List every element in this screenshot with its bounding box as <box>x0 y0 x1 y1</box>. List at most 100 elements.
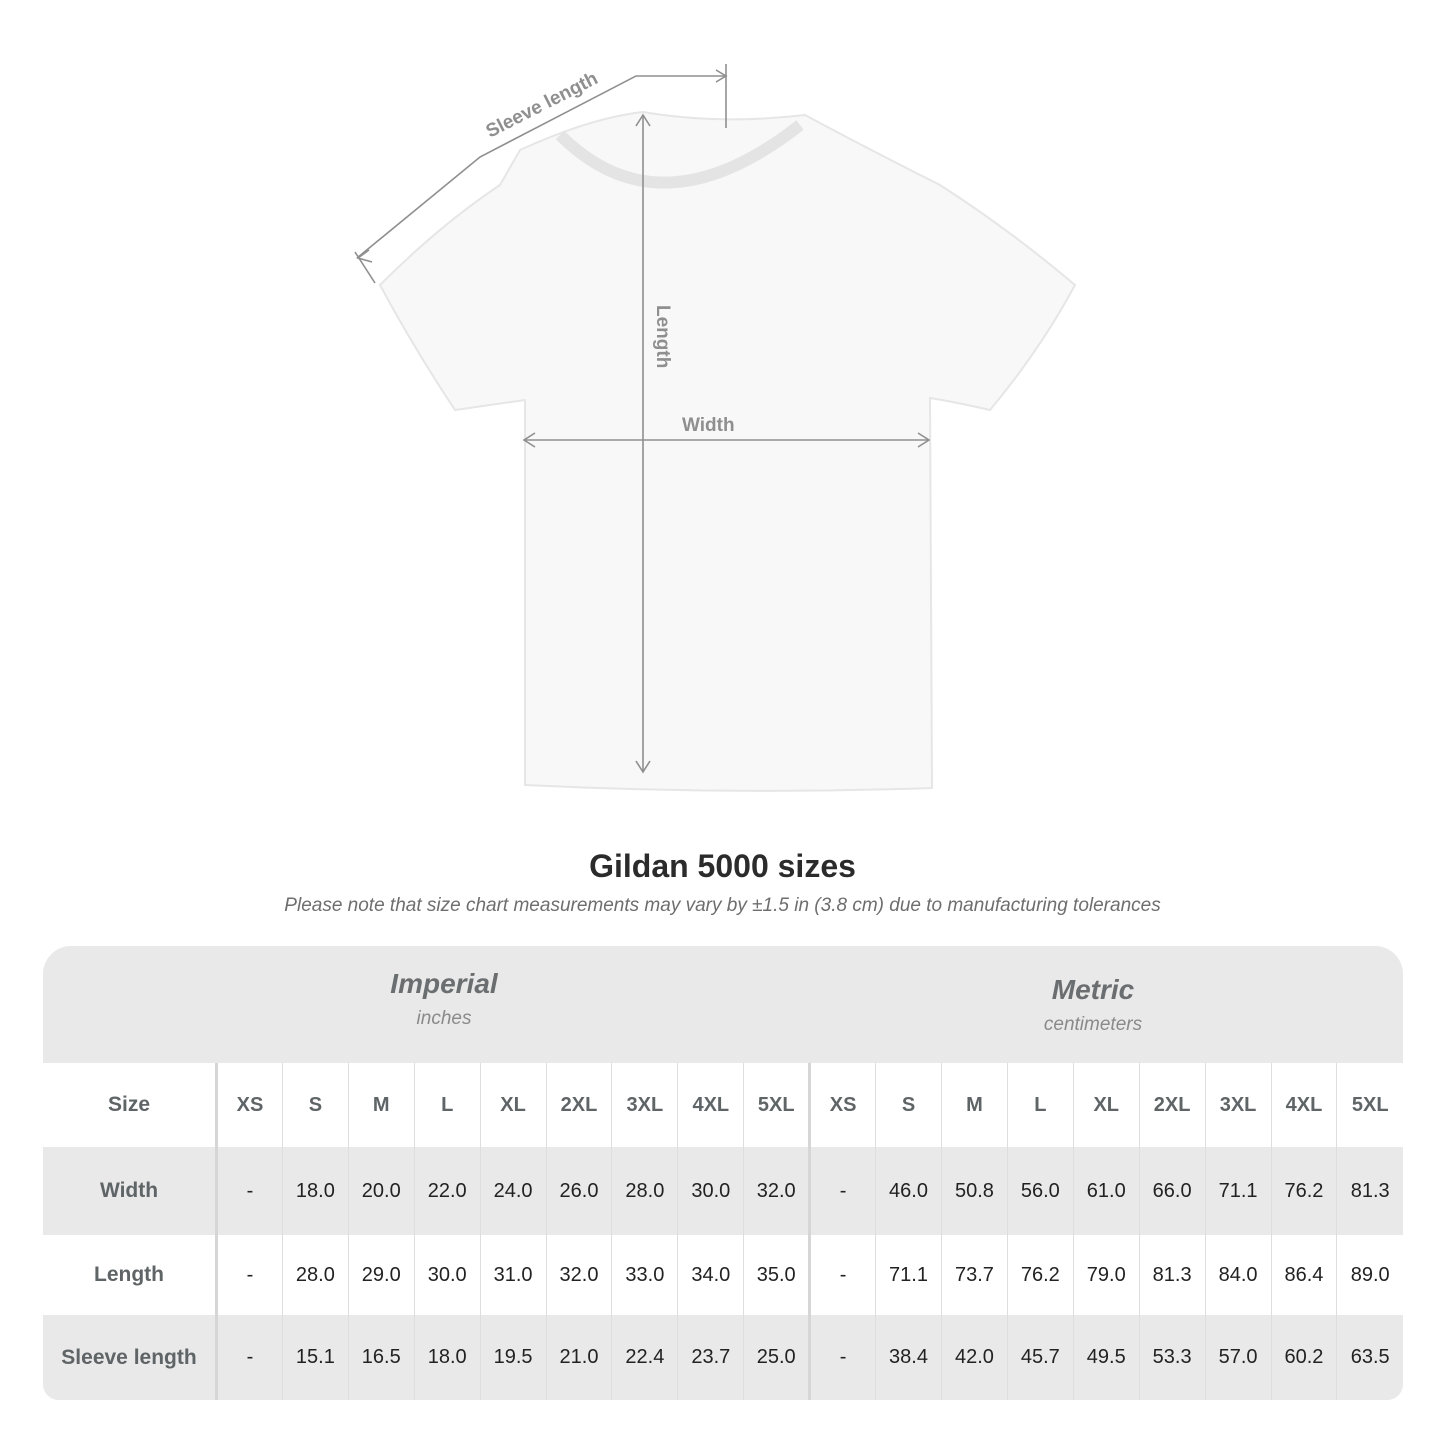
size-header-row: Size XS S M L XL 2XL 3XL 4XL 5XL XS S M L XL 2XL 3XL 4XL 5… <box>43 1063 1403 1147</box>
arrowhead-icon <box>635 760 651 774</box>
metric-cell: 57.0 <box>1204 1315 1271 1400</box>
arrowhead-icon <box>635 113 651 127</box>
imperial-cell: 20.0 <box>347 1147 415 1235</box>
collar <box>555 120 804 189</box>
metric-size-m: M <box>940 1063 1008 1147</box>
metric-cell: 73.7 <box>940 1235 1008 1315</box>
arrowhead-icon <box>917 432 931 448</box>
metric-header: Metric centimeters <box>833 974 1353 1036</box>
metric-cell: 81.3 <box>1138 1235 1206 1315</box>
metric-cell: 66.0 <box>1138 1147 1206 1235</box>
length-label: Length <box>652 305 673 368</box>
imperial-cell: 31.0 <box>479 1235 547 1315</box>
metric-cell: 53.3 <box>1138 1315 1206 1400</box>
imperial-header: Imperial inches <box>215 968 673 1030</box>
metric-cell: 56.0 <box>1006 1147 1074 1235</box>
imperial-size-l: L <box>413 1063 481 1147</box>
metric-cell: 81.3 <box>1336 1147 1403 1235</box>
size-table: Size XS S M L XL 2XL 3XL 4XL 5XL XS S M L XL 2XL 3XL 4XL 5… <box>43 1063 1403 1400</box>
imperial-size-s: S <box>281 1063 349 1147</box>
metric-unit: centimeters <box>1043 1014 1143 1035</box>
imperial-cell: 32.0 <box>545 1235 612 1315</box>
imperial-cell: 25.0 <box>743 1315 810 1400</box>
size-label: Size <box>43 1063 218 1147</box>
imperial-size-2xl: 2XL <box>545 1063 612 1147</box>
imperial-cell: 22.4 <box>611 1315 678 1400</box>
imperial-cell: 30.0 <box>677 1147 744 1235</box>
imperial-cell: - <box>216 1235 283 1315</box>
imperial-cell: 30.0 <box>413 1235 481 1315</box>
sleeve-measure-line <box>356 75 726 259</box>
imperial-cell: 18.0 <box>281 1147 349 1235</box>
imperial-cell: 35.0 <box>743 1235 810 1315</box>
arrowhead-icon <box>356 249 373 263</box>
imperial-title: Imperial <box>390 968 498 999</box>
tshirt-image <box>378 110 1077 792</box>
tshirt-diagram: Sleeve length Length Width <box>354 64 1077 792</box>
imperial-size-3xl: 3XL <box>611 1063 678 1147</box>
metric-size-xl: XL <box>1072 1063 1140 1147</box>
imperial-size-4xl: 4XL <box>677 1063 744 1147</box>
metric-cell: 50.8 <box>940 1147 1008 1235</box>
metric-cell: - <box>808 1147 876 1235</box>
metric-size-4xl: 4XL <box>1270 1063 1337 1147</box>
metric-size-3xl: 3XL <box>1204 1063 1271 1147</box>
imperial-cell: 18.0 <box>413 1315 481 1400</box>
imperial-cell: 28.0 <box>281 1235 349 1315</box>
metric-size-s: S <box>875 1063 942 1147</box>
metric-size-xs: XS <box>808 1063 876 1147</box>
sleeve-start-tick <box>354 251 376 284</box>
imperial-cell: 22.0 <box>413 1147 481 1235</box>
imperial-cell: 15.1 <box>281 1315 349 1400</box>
imperial-cell: - <box>216 1315 283 1400</box>
arrowhead-icon <box>715 69 728 83</box>
imperial-cell: 24.0 <box>479 1147 547 1235</box>
imperial-size-m: M <box>347 1063 415 1147</box>
imperial-cell: - <box>216 1147 283 1235</box>
table-row: Sleeve length -15.1 16.5 18.0 19.5 21.0 22.4 23… <box>43 1315 1403 1400</box>
metric-title: Metric <box>1051 974 1135 1005</box>
metric-cell: 89.0 <box>1336 1235 1403 1315</box>
metric-cell: 61.0 <box>1072 1147 1140 1235</box>
imperial-size-xs: XS <box>216 1063 283 1147</box>
imperial-size-5xl: 5XL <box>743 1063 810 1147</box>
metric-size-l: L <box>1006 1063 1074 1147</box>
imperial-cell: 29.0 <box>347 1235 415 1315</box>
metric-cell: 79.0 <box>1072 1235 1140 1315</box>
metric-cell: 76.2 <box>1006 1235 1074 1315</box>
tolerance-note: Please note that size chart measurements… <box>284 895 1161 916</box>
metric-cell: 76.2 <box>1270 1147 1337 1235</box>
metric-cell: 45.7 <box>1006 1315 1074 1400</box>
width-label: Width <box>682 415 735 436</box>
row-label: Width <box>43 1147 218 1235</box>
metric-cell: 38.4 <box>875 1315 942 1400</box>
metric-cell: 60.2 <box>1270 1315 1337 1400</box>
metric-cell: 84.0 <box>1204 1235 1271 1315</box>
metric-size-5xl: 5XL <box>1336 1063 1403 1147</box>
metric-cell: 63.5 <box>1336 1315 1403 1400</box>
arrowhead-icon <box>522 432 536 448</box>
imperial-cell: 32.0 <box>743 1147 810 1235</box>
imperial-unit: inches <box>416 1008 472 1029</box>
imperial-cell: 23.7 <box>677 1315 744 1400</box>
metric-cell: - <box>808 1235 876 1315</box>
table-row: Width -18.0 20.0 22.0 24.0 26.0 28.0 30.0 32.0-4… <box>43 1147 1403 1235</box>
imperial-cell: 34.0 <box>677 1235 744 1315</box>
imperial-cell: 33.0 <box>611 1235 678 1315</box>
imperial-cell: 16.5 <box>347 1315 415 1400</box>
imperial-cell: 19.5 <box>479 1315 547 1400</box>
imperial-size-xl: XL <box>479 1063 547 1147</box>
page-title: Gildan 5000 sizes <box>589 848 856 884</box>
row-label: Length <box>43 1235 218 1315</box>
imperial-cell: 28.0 <box>611 1147 678 1235</box>
metric-cell: 49.5 <box>1072 1315 1140 1400</box>
metric-cell: 46.0 <box>875 1147 942 1235</box>
imperial-cell: 21.0 <box>545 1315 612 1400</box>
metric-cell: 71.1 <box>875 1235 942 1315</box>
metric-size-2xl: 2XL <box>1138 1063 1206 1147</box>
metric-cell: 71.1 <box>1204 1147 1271 1235</box>
imperial-cell: 26.0 <box>545 1147 612 1235</box>
metric-cell: 42.0 <box>940 1315 1008 1400</box>
table-row: Length -28.0 29.0 30.0 31.0 32.0 33.0 34.0 35.0-… <box>43 1235 1403 1315</box>
metric-cell: - <box>808 1315 876 1400</box>
